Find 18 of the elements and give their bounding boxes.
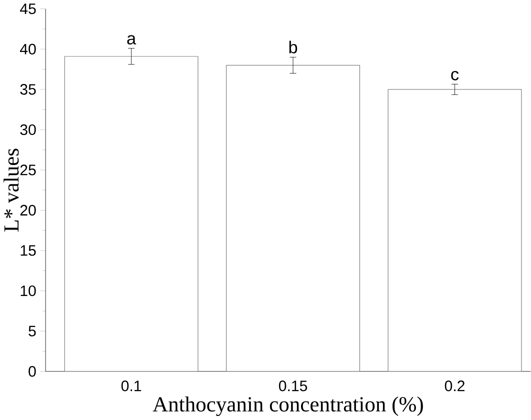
y-tick-label: 25 [20,164,36,176]
annotation: a [127,35,136,45]
y-tick-label: 10 [20,286,36,296]
y-tick-label: 15 [20,245,36,256]
y-tick-label: 40 [20,44,36,55]
x-tick-label: 0.15 [278,380,308,392]
y-tick-label: 35 [20,84,36,95]
x-tick-label: 0.2 [444,380,464,392]
x-tick-label: 0.1 [121,380,142,392]
annotation: c [451,71,459,81]
y-axis-title: L* values [4,148,19,232]
annotation: b [289,40,298,54]
x-axis-title: Anthocyanin concentration (%) [152,396,423,416]
y-tick-label: 5 [28,326,36,337]
y-tick-label: 0 [28,366,36,377]
y-tick-label: 45 [20,4,36,14]
y-tick-label: 30 [20,124,36,136]
y-tick-label: 20 [20,205,36,216]
